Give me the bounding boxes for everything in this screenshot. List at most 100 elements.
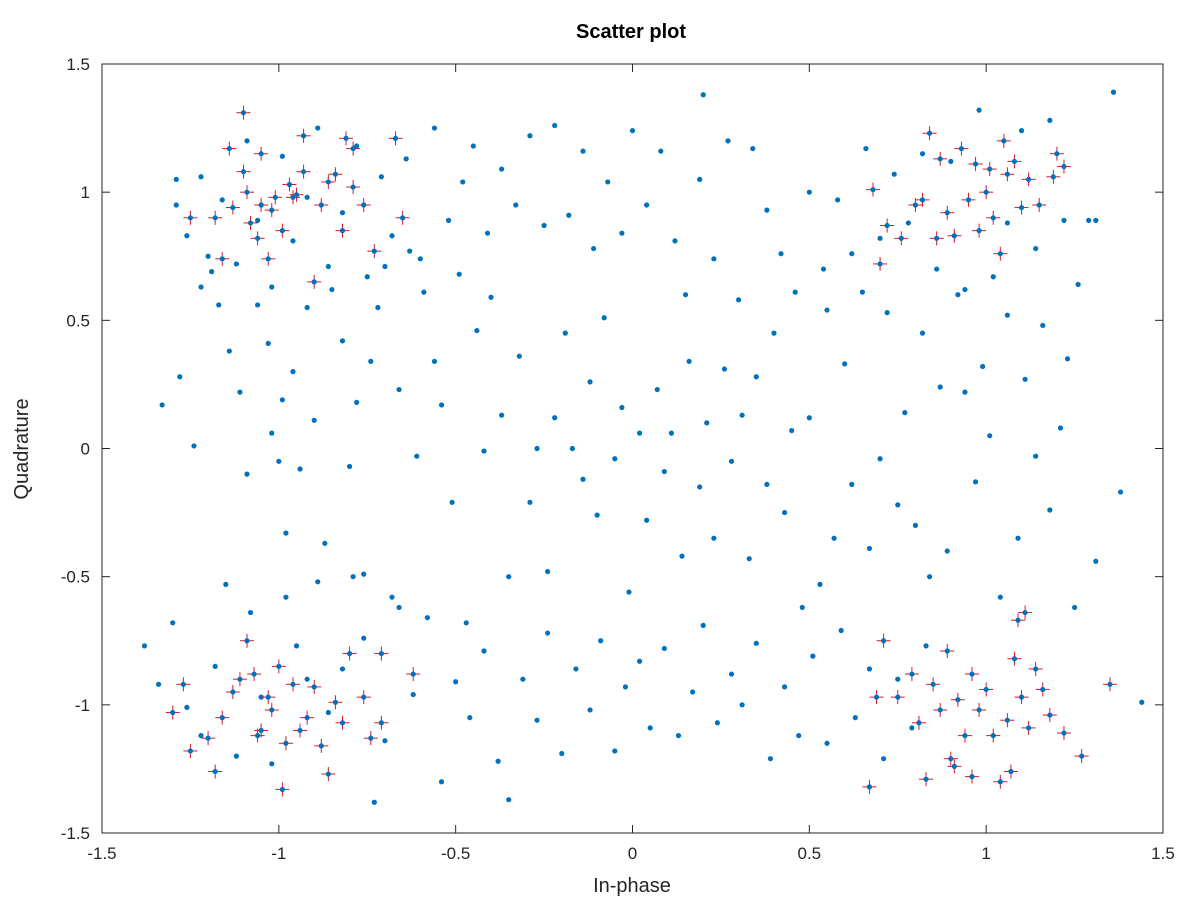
data-point: [1033, 666, 1038, 671]
data-point: [170, 710, 175, 715]
data-point: [280, 154, 285, 159]
data-point: [991, 274, 996, 279]
data-point: [361, 572, 366, 577]
data-point: [934, 236, 939, 241]
data-point: [740, 413, 745, 418]
data-point: [237, 390, 242, 395]
data-point: [248, 220, 253, 225]
data-point: [938, 156, 943, 161]
data-point: [305, 715, 310, 720]
data-point: [471, 143, 476, 148]
data-point: [305, 305, 310, 310]
data-point: [375, 305, 380, 310]
data-point: [987, 166, 992, 171]
data-point: [955, 292, 960, 297]
data-point: [290, 195, 295, 200]
data-point: [513, 202, 518, 207]
data-point: [976, 228, 981, 233]
data-point: [619, 231, 624, 236]
data-point: [580, 477, 585, 482]
data-point: [849, 251, 854, 256]
data-point: [244, 190, 249, 195]
data-point: [885, 223, 890, 228]
data-point: [191, 443, 196, 448]
data-point: [499, 413, 504, 418]
data-point: [269, 761, 274, 766]
data-point: [251, 671, 256, 676]
data-point: [927, 574, 932, 579]
data-point: [998, 251, 1003, 256]
data-point: [220, 715, 225, 720]
data-point: [874, 695, 879, 700]
data-point: [736, 297, 741, 302]
data-point: [340, 666, 345, 671]
data-point: [1005, 220, 1010, 225]
data-point: [860, 290, 865, 295]
data-point: [796, 733, 801, 738]
data-point: [351, 146, 356, 151]
data-point: [1093, 218, 1098, 223]
data-point: [909, 671, 914, 676]
data-point: [1012, 159, 1017, 164]
data-point: [945, 210, 950, 215]
data-point: [290, 682, 295, 687]
data-point: [439, 779, 444, 784]
data-point: [450, 500, 455, 505]
data-point: [573, 666, 578, 671]
data-point: [881, 638, 886, 643]
data-point: [351, 184, 356, 189]
data-point: [297, 466, 302, 471]
data-point: [1019, 695, 1024, 700]
data-point: [913, 202, 918, 207]
data-point: [892, 172, 897, 177]
data-point: [1012, 656, 1017, 661]
data-point: [368, 359, 373, 364]
data-point: [276, 664, 281, 669]
data-point: [305, 677, 310, 682]
data-point: [602, 315, 607, 320]
data-point: [421, 290, 426, 295]
data-point: [343, 136, 348, 141]
data-point: [1033, 246, 1038, 251]
data-point: [506, 797, 511, 802]
data-point: [701, 623, 706, 628]
data-point: [991, 215, 996, 220]
data-point: [1005, 172, 1010, 177]
data-point: [1001, 138, 1006, 143]
data-point: [1107, 682, 1112, 687]
data-point: [648, 725, 653, 730]
data-point: [662, 646, 667, 651]
data-point: [591, 246, 596, 251]
data-point: [612, 456, 617, 461]
data-point: [322, 541, 327, 546]
data-point: [315, 579, 320, 584]
data-point: [729, 671, 734, 676]
data-point: [351, 574, 356, 579]
data-point: [411, 692, 416, 697]
data-point: [991, 733, 996, 738]
data-point: [368, 736, 373, 741]
data-point: [969, 671, 974, 676]
data-point: [1040, 323, 1045, 328]
data-point: [361, 202, 366, 207]
data-point: [697, 177, 702, 182]
data-point: [973, 479, 978, 484]
data-point: [174, 177, 179, 182]
data-point: [534, 718, 539, 723]
data-point: [234, 261, 239, 266]
data-point: [244, 638, 249, 643]
data-point: [354, 400, 359, 405]
data-point: [1019, 128, 1024, 133]
data-point: [517, 354, 522, 359]
data-point: [570, 446, 575, 451]
data-point: [485, 231, 490, 236]
data-point: [198, 174, 203, 179]
data-point: [1086, 218, 1091, 223]
data-point: [174, 202, 179, 207]
data-point: [923, 777, 928, 782]
data-point: [481, 648, 486, 653]
data-point: [676, 733, 681, 738]
data-point: [1022, 377, 1027, 382]
data-point: [998, 779, 1003, 784]
data-point: [209, 269, 214, 274]
